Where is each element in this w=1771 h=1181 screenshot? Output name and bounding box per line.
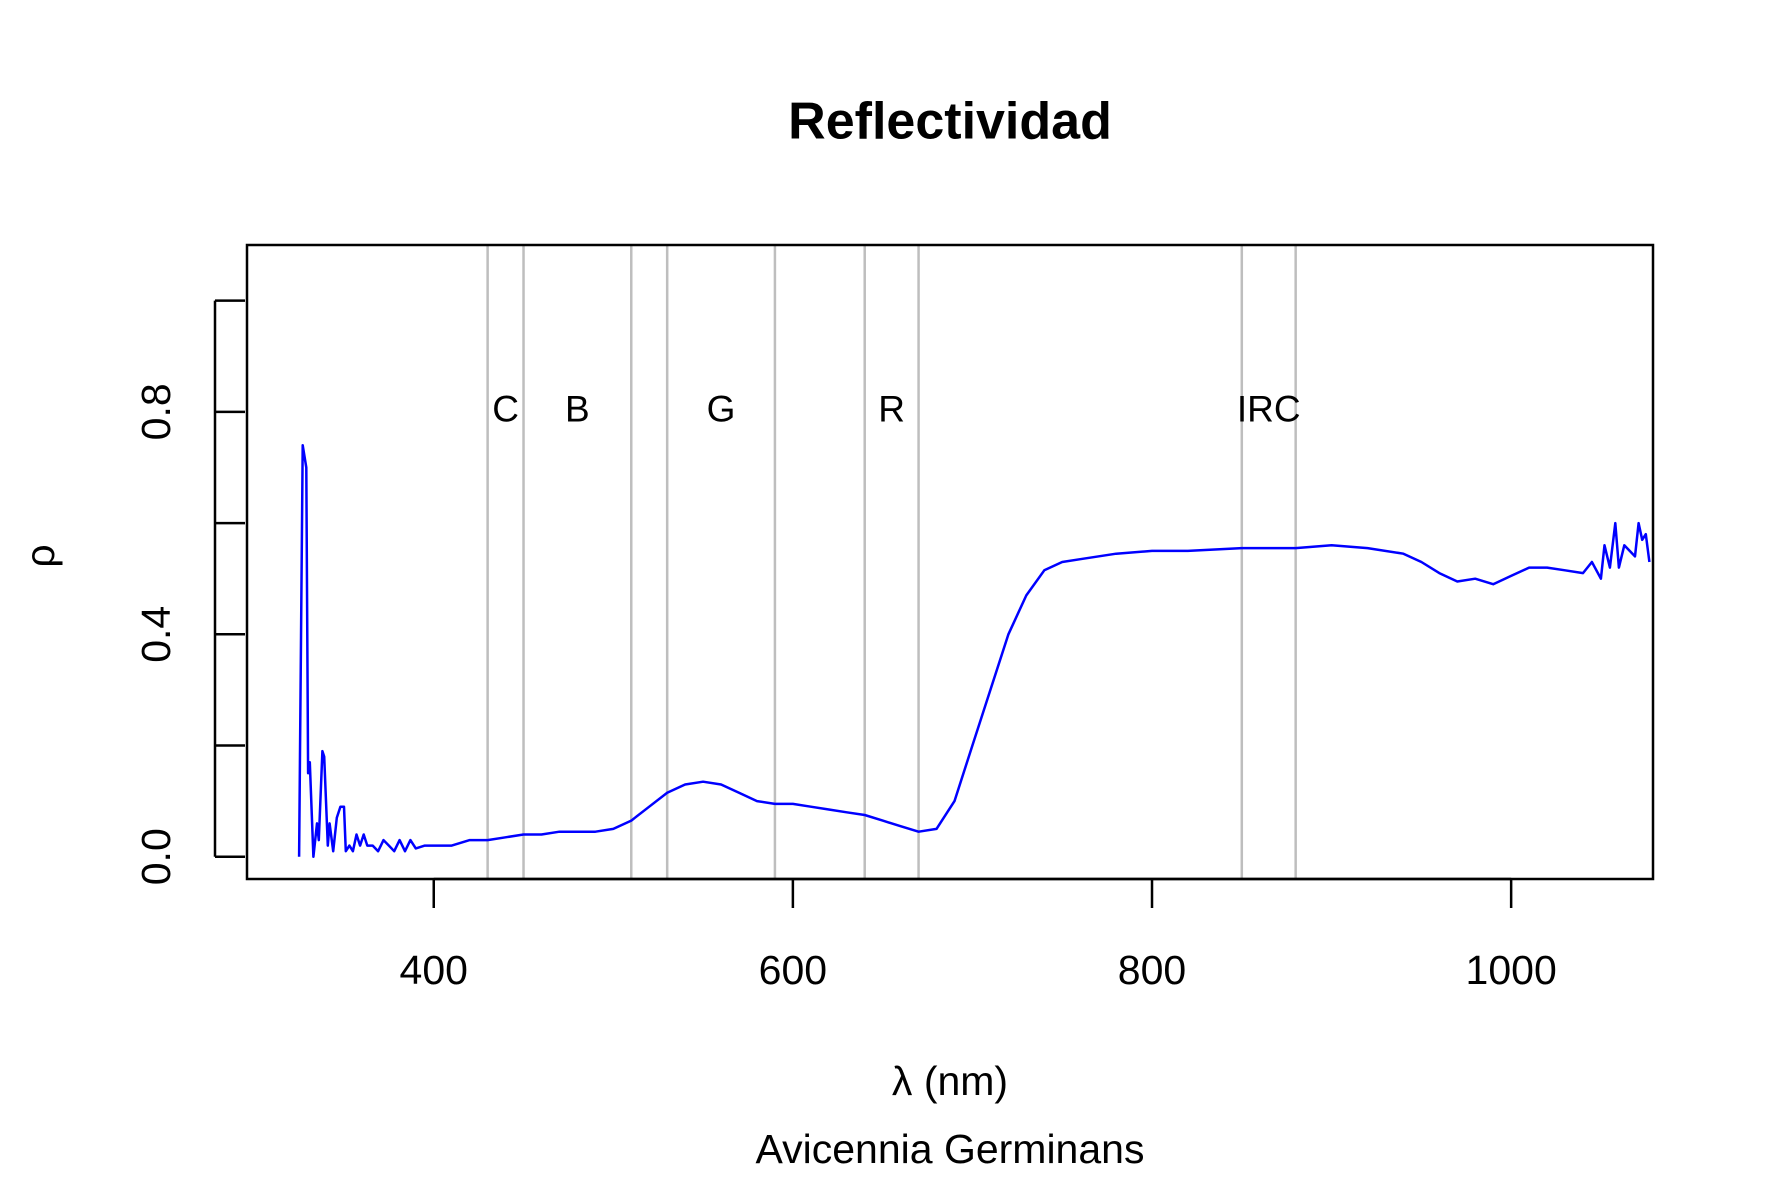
series-line [297,443,1651,859]
band-label: R [878,389,905,430]
chart-title: Reflectividad [788,93,1112,151]
x-tick-label: 600 [759,947,827,993]
plot-frame [245,243,1655,881]
x-tick-label: 400 [400,947,468,993]
y-axis-label: ρ [17,544,63,567]
band-label: C [492,389,519,430]
subtitle: Avicennia Germinans [756,1126,1145,1172]
band-label: IRC [1237,389,1301,430]
y-tick-label: 0.0 [133,828,179,885]
y-tick-label: 0.4 [133,606,179,663]
band-label: G [707,389,736,430]
x-tick-label: 1000 [1466,947,1557,993]
x-tick-label: 800 [1118,947,1186,993]
y-tick-label: 0.8 [133,383,179,440]
x-axis-label: λ (nm) [892,1058,1008,1104]
band-label: B [565,389,590,430]
